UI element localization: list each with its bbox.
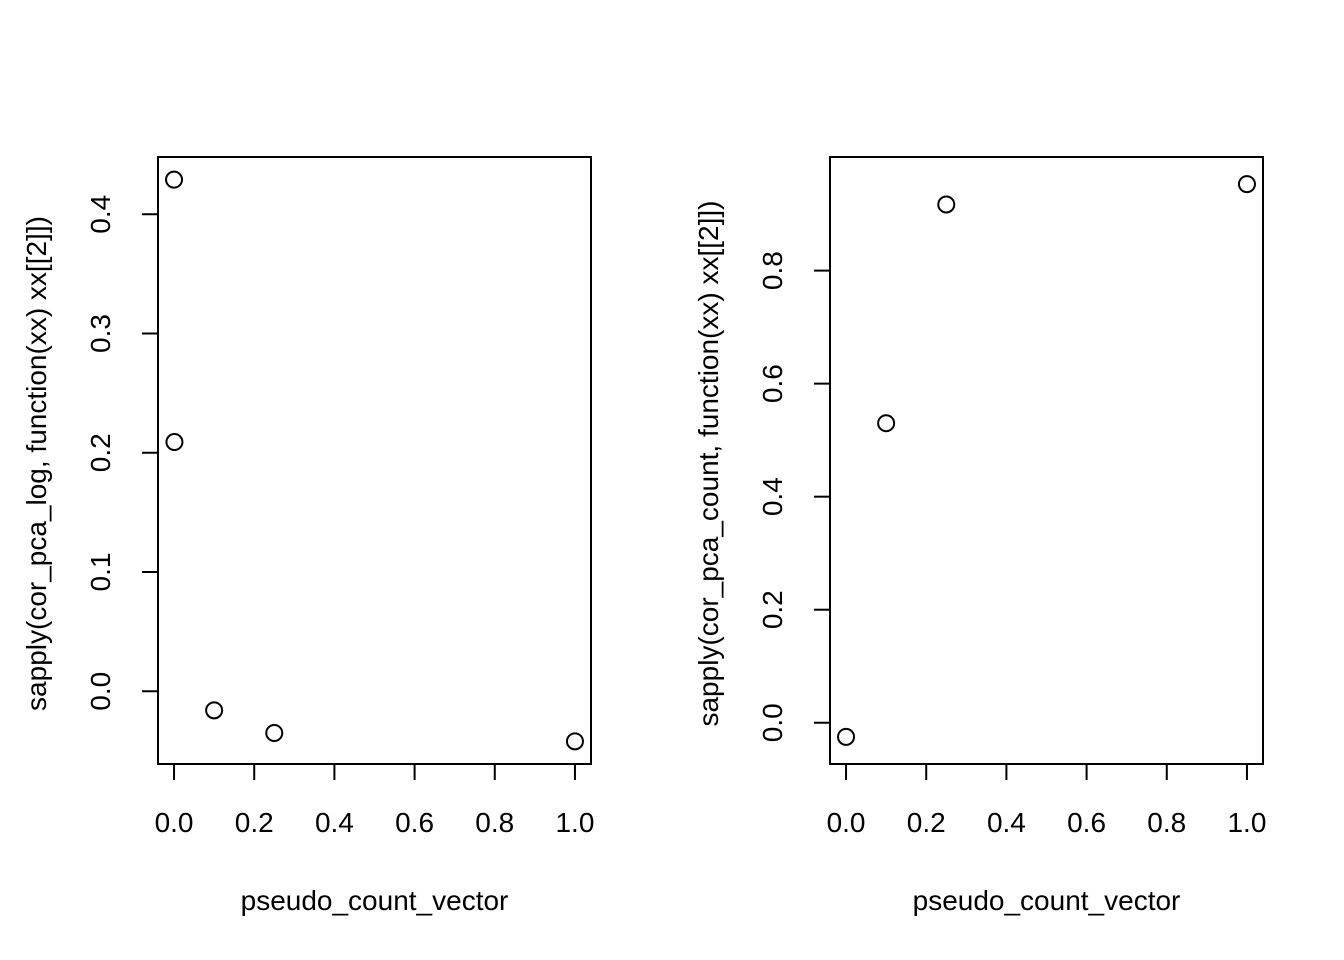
y-tick-label: 0.4 xyxy=(85,195,116,234)
data-point xyxy=(265,723,284,742)
y-tick-label: 0.0 xyxy=(85,672,116,711)
data-point xyxy=(937,195,956,214)
x-tick-label: 0.8 xyxy=(475,807,514,838)
data-point xyxy=(837,727,856,746)
x-tick-label: 1.0 xyxy=(555,807,594,838)
plot-frame xyxy=(157,156,592,765)
y-tick-label: 0.1 xyxy=(85,553,116,592)
x-tick-label: 0.2 xyxy=(907,807,946,838)
scatter-panel-2: 0.0 0.2 0.4 0.6 0.8 1.0 0.0 0.2 0.4 0.6 0.8 pseudo_… xyxy=(693,156,1266,916)
y-tick-label: 0.0 xyxy=(757,703,788,742)
y-tick-label: 0.3 xyxy=(85,314,116,353)
x-tick-label: 1.0 xyxy=(1227,807,1266,838)
x-axis-title: pseudo_count_vector xyxy=(913,885,1181,916)
y-tick-label: 0.2 xyxy=(85,433,116,472)
y-axis-title: sapply(cor_pca_count, function(xx) xx[[2… xyxy=(693,200,724,726)
data-point xyxy=(205,701,224,720)
data-point xyxy=(165,433,184,452)
y-axis-title: sapply(cor_pca_log, function(xx) xx[[2]]… xyxy=(21,216,52,711)
x-tick-label: 0.0 xyxy=(827,807,866,838)
data-point xyxy=(877,414,896,433)
y-tick-label: 0.4 xyxy=(757,477,788,516)
x-tick-label: 0.4 xyxy=(987,807,1026,838)
plot-frame xyxy=(829,156,1264,765)
x-tick-label: 0.0 xyxy=(155,807,194,838)
scatter-panel-1: 0.0 0.2 0.4 0.6 0.8 1.0 0.0 0.1 0.2 0.3 0.4 pseudo_… xyxy=(21,156,594,916)
y-tick-label: 0.2 xyxy=(757,590,788,629)
y-tick-label: 0.6 xyxy=(757,364,788,403)
data-point xyxy=(165,170,184,189)
y-tick-label: 0.8 xyxy=(757,251,788,290)
x-tick-label: 0.2 xyxy=(235,807,274,838)
data-point xyxy=(1237,175,1256,194)
x-tick-label: 0.6 xyxy=(395,807,434,838)
x-axis-title: pseudo_count_vector xyxy=(241,885,509,916)
x-tick-label: 0.8 xyxy=(1147,807,1186,838)
x-tick-label: 0.6 xyxy=(1067,807,1106,838)
x-tick-label: 0.4 xyxy=(315,807,354,838)
data-point xyxy=(565,732,584,751)
